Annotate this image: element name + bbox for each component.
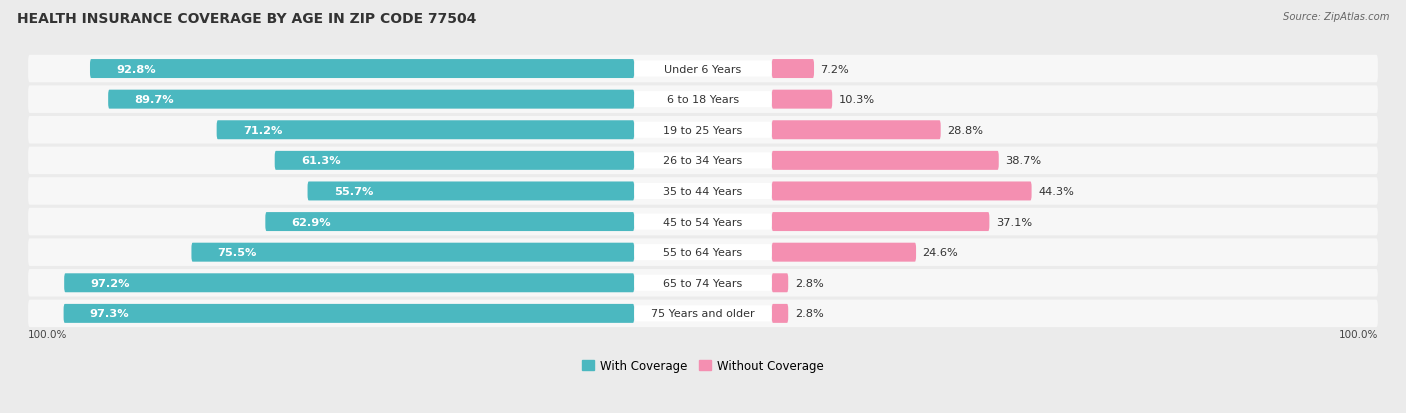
FancyBboxPatch shape <box>28 269 1378 297</box>
Text: 92.8%: 92.8% <box>117 64 156 74</box>
FancyBboxPatch shape <box>65 274 634 292</box>
Text: 97.3%: 97.3% <box>90 309 129 318</box>
FancyBboxPatch shape <box>28 147 1378 175</box>
Text: 89.7%: 89.7% <box>135 95 174 105</box>
Text: 35 to 44 Years: 35 to 44 Years <box>664 187 742 197</box>
FancyBboxPatch shape <box>634 244 772 261</box>
Text: 19 to 25 Years: 19 to 25 Years <box>664 126 742 135</box>
FancyBboxPatch shape <box>28 208 1378 236</box>
FancyBboxPatch shape <box>90 60 634 79</box>
FancyBboxPatch shape <box>191 243 634 262</box>
Text: 75.5%: 75.5% <box>218 247 257 258</box>
FancyBboxPatch shape <box>772 243 917 262</box>
Text: 24.6%: 24.6% <box>922 247 959 258</box>
Text: 100.0%: 100.0% <box>28 330 67 339</box>
Text: 62.9%: 62.9% <box>291 217 332 227</box>
FancyBboxPatch shape <box>28 56 1378 83</box>
Text: Source: ZipAtlas.com: Source: ZipAtlas.com <box>1282 12 1389 22</box>
Text: 55 to 64 Years: 55 to 64 Years <box>664 247 742 258</box>
Text: 2.8%: 2.8% <box>794 278 824 288</box>
FancyBboxPatch shape <box>772 90 832 109</box>
Text: 65 to 74 Years: 65 to 74 Years <box>664 278 742 288</box>
FancyBboxPatch shape <box>28 239 1378 266</box>
Text: 71.2%: 71.2% <box>243 126 283 135</box>
Text: 55.7%: 55.7% <box>333 187 373 197</box>
FancyBboxPatch shape <box>28 300 1378 328</box>
FancyBboxPatch shape <box>63 304 634 323</box>
FancyBboxPatch shape <box>634 62 772 77</box>
Text: 97.2%: 97.2% <box>90 278 129 288</box>
Text: 75 Years and older: 75 Years and older <box>651 309 755 318</box>
FancyBboxPatch shape <box>634 122 772 138</box>
FancyBboxPatch shape <box>108 90 634 109</box>
FancyBboxPatch shape <box>28 86 1378 114</box>
Text: 6 to 18 Years: 6 to 18 Years <box>666 95 740 105</box>
FancyBboxPatch shape <box>634 92 772 108</box>
FancyBboxPatch shape <box>308 182 634 201</box>
FancyBboxPatch shape <box>634 306 772 322</box>
FancyBboxPatch shape <box>634 183 772 199</box>
FancyBboxPatch shape <box>28 178 1378 205</box>
FancyBboxPatch shape <box>274 152 634 171</box>
Text: Under 6 Years: Under 6 Years <box>665 64 741 74</box>
Text: 45 to 54 Years: 45 to 54 Years <box>664 217 742 227</box>
FancyBboxPatch shape <box>772 60 814 79</box>
Text: 28.8%: 28.8% <box>948 126 983 135</box>
FancyBboxPatch shape <box>28 117 1378 144</box>
Text: 38.7%: 38.7% <box>1005 156 1042 166</box>
FancyBboxPatch shape <box>217 121 634 140</box>
Text: 37.1%: 37.1% <box>995 217 1032 227</box>
Text: 2.8%: 2.8% <box>794 309 824 318</box>
FancyBboxPatch shape <box>634 275 772 291</box>
Text: 61.3%: 61.3% <box>301 156 340 166</box>
Text: 100.0%: 100.0% <box>1339 330 1378 339</box>
FancyBboxPatch shape <box>772 152 998 171</box>
FancyBboxPatch shape <box>772 121 941 140</box>
FancyBboxPatch shape <box>772 304 789 323</box>
Text: 7.2%: 7.2% <box>821 64 849 74</box>
Text: 10.3%: 10.3% <box>839 95 875 105</box>
FancyBboxPatch shape <box>266 213 634 232</box>
Text: 44.3%: 44.3% <box>1038 187 1074 197</box>
FancyBboxPatch shape <box>772 182 1032 201</box>
FancyBboxPatch shape <box>772 213 990 232</box>
Text: HEALTH INSURANCE COVERAGE BY AGE IN ZIP CODE 77504: HEALTH INSURANCE COVERAGE BY AGE IN ZIP … <box>17 12 477 26</box>
Text: 26 to 34 Years: 26 to 34 Years <box>664 156 742 166</box>
Legend: With Coverage, Without Coverage: With Coverage, Without Coverage <box>578 354 828 377</box>
FancyBboxPatch shape <box>634 214 772 230</box>
FancyBboxPatch shape <box>634 153 772 169</box>
FancyBboxPatch shape <box>772 274 789 292</box>
